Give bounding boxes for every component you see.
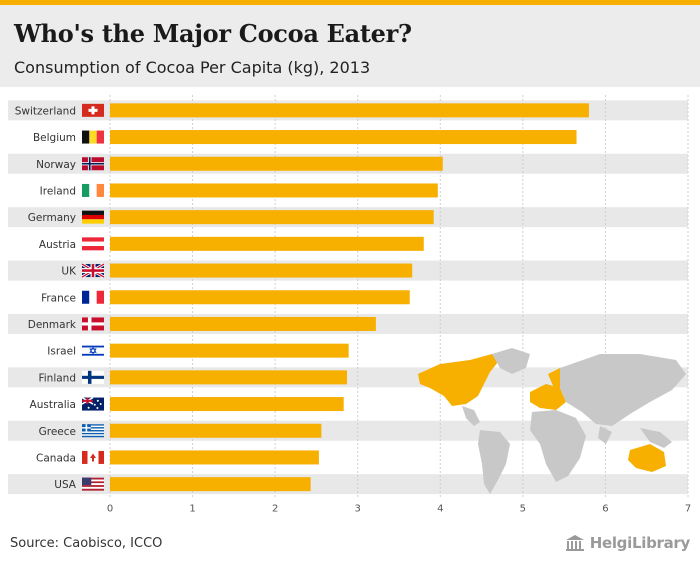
- gr-flag-icon: [82, 424, 104, 438]
- category-label: Ireland: [40, 185, 76, 197]
- bar-chart: Switzerland Belgium Norway Ireland Germany Au…: [8, 95, 691, 515]
- category-labels: Switzerland Belgium Norway Ireland Germany Au…: [15, 105, 77, 491]
- category-label: USA: [54, 479, 77, 491]
- source-note: Source: Caobisco, ICCO: [10, 536, 163, 551]
- category-label: Canada: [36, 452, 76, 464]
- bar-at: [110, 236, 424, 251]
- x-tick-label: 6: [602, 504, 608, 515]
- bar-gr: [110, 423, 322, 438]
- world-map-decoration: [418, 348, 686, 494]
- ie-flag-icon: [82, 183, 104, 197]
- north-america-region: [418, 354, 498, 406]
- x-tick-label: 3: [355, 504, 361, 515]
- category-label: UK: [61, 266, 77, 278]
- category-label: Norway: [36, 159, 76, 171]
- il-flag-icon: [82, 344, 104, 358]
- bar-au: [110, 397, 344, 412]
- fi-flag-icon: [82, 370, 104, 384]
- bar-dk: [110, 316, 376, 331]
- europe-region: [530, 384, 566, 410]
- at-flag-icon: [82, 237, 104, 251]
- brand-logo[interactable]: HelgiLibrary: [564, 533, 690, 553]
- de-flag-icon: [82, 210, 104, 224]
- x-tick-label: 0: [107, 504, 113, 515]
- bar-ie: [110, 183, 438, 198]
- chart-title: Who's the Major Cocoa Eater?: [14, 19, 412, 48]
- country-flags: [81, 103, 105, 491]
- bar-de: [110, 210, 434, 225]
- central-america-region: [462, 406, 480, 426]
- no-flag-icon: [82, 157, 104, 171]
- x-tick-label: 4: [437, 504, 443, 515]
- category-label: Switzerland: [15, 105, 76, 117]
- brand-name: HelgiLibrary: [589, 534, 691, 552]
- top-accent-bar: [0, 0, 700, 5]
- australia-region: [628, 444, 666, 472]
- india-region: [598, 426, 612, 444]
- africa-region: [530, 410, 586, 482]
- ca-flag-icon: [82, 450, 104, 464]
- category-label: Austria: [39, 239, 76, 251]
- bar-ca: [110, 450, 319, 465]
- fr-flag-icon: [82, 290, 104, 304]
- bar-be: [110, 130, 577, 145]
- x-axis-ticks: 0 1 2 3 4 5 6 7: [107, 504, 691, 515]
- x-tick-label: 5: [520, 504, 526, 515]
- category-label: Germany: [28, 212, 76, 224]
- category-label: Australia: [30, 399, 76, 411]
- be-flag-icon: [82, 130, 104, 144]
- asia-region: [560, 354, 686, 426]
- bar-uk: [110, 263, 413, 278]
- chart-subtitle: Consumption of Cocoa Per Capita (kg), 20…: [14, 58, 371, 77]
- dk-flag-icon: [82, 317, 104, 331]
- greenland-region: [492, 348, 530, 374]
- us-flag-icon: [82, 477, 104, 491]
- category-label: Belgium: [33, 132, 76, 144]
- bar-no: [110, 156, 443, 171]
- bar-fi: [110, 370, 347, 385]
- chart-header: Who's the Major Cocoa Eater? Consumption…: [0, 5, 700, 87]
- x-tick-label: 2: [272, 504, 278, 515]
- x-tick-label: 7: [685, 504, 691, 515]
- category-label: Finland: [38, 372, 76, 384]
- southeast-asia-region: [640, 428, 672, 448]
- bar-fr: [110, 290, 410, 305]
- category-label: France: [41, 292, 76, 304]
- bar-us: [110, 477, 311, 492]
- south-america-region: [478, 430, 510, 494]
- au-flag-icon: [81, 396, 104, 411]
- bars: [110, 103, 589, 492]
- x-tick-label: 1: [189, 504, 195, 515]
- ch-flag-icon: [82, 103, 104, 117]
- category-label: Denmark: [28, 319, 77, 331]
- uk-flag-icon: [81, 262, 105, 279]
- category-label: Greece: [39, 426, 76, 438]
- category-label: Israel: [47, 346, 76, 358]
- bar-ch: [110, 103, 589, 118]
- library-building-icon: [565, 535, 584, 551]
- bar-il: [110, 343, 349, 358]
